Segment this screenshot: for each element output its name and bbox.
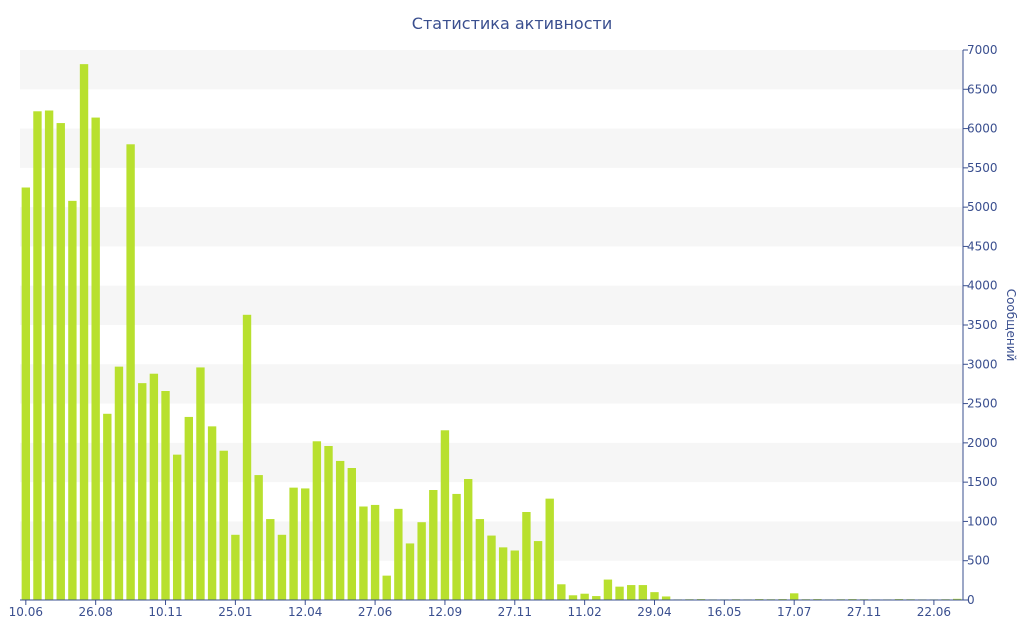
- bar: [615, 586, 624, 600]
- bar: [627, 585, 636, 600]
- y-tick-label: 0: [967, 593, 975, 607]
- y-tick-label: 500: [967, 554, 990, 568]
- bar: [324, 446, 333, 600]
- bar: [394, 508, 403, 600]
- bar: [161, 391, 170, 600]
- bar: [231, 534, 240, 600]
- x-tick-label: 25.01: [218, 605, 252, 619]
- x-tick-label: 11.02: [567, 605, 601, 619]
- y-tick-label: 5500: [967, 161, 998, 175]
- bar: [382, 575, 391, 600]
- bar: [533, 541, 543, 600]
- x-axis: 10.06 26.08 10.11 25.01 12.04 27.06 12.09 27.11…: [9, 599, 963, 619]
- bar: [522, 512, 531, 600]
- bar: [56, 123, 65, 600]
- x-tick-label: 10.11: [148, 605, 182, 619]
- bar: [103, 413, 112, 600]
- bar: [242, 314, 252, 600]
- x-tick-label: 10.06: [9, 605, 43, 619]
- chart-title: Статистика активности: [411, 14, 613, 33]
- bar: [33, 111, 42, 600]
- y-axis: 0 500 1000 1500 2000 2500 3000 3500 4000 4500 5000…: [962, 43, 998, 607]
- y-tick-label: 5000: [967, 200, 998, 214]
- bar: [254, 475, 263, 600]
- bar: [266, 519, 275, 600]
- y-tick-label: 1500: [967, 475, 998, 489]
- x-tick-label: 29.04: [637, 605, 671, 619]
- bar: [429, 490, 438, 600]
- bar: [440, 430, 450, 600]
- bar: [219, 450, 228, 600]
- y-tick-label: 1000: [967, 514, 998, 528]
- bar: [452, 493, 461, 600]
- bar: [580, 593, 589, 600]
- bar: [510, 550, 519, 600]
- bar: [464, 479, 473, 600]
- grid-band: [20, 207, 963, 247]
- x-tick-label: 26.08: [78, 605, 112, 619]
- y-axis-title: Сообщений: [1004, 289, 1018, 362]
- bar: [312, 441, 322, 600]
- bar: [196, 367, 205, 600]
- bar: [149, 373, 159, 600]
- y-tick-label: 7000: [967, 43, 998, 57]
- bar: [301, 488, 310, 600]
- x-tick-label: 27.11: [498, 605, 532, 619]
- y-tick-label: 4000: [967, 279, 998, 293]
- bar: [138, 383, 147, 600]
- grid-band: [20, 128, 963, 168]
- bar: [498, 547, 508, 600]
- y-tick-label: 3500: [967, 318, 998, 332]
- bar: [603, 579, 613, 600]
- y-tick-label: 6500: [967, 82, 998, 96]
- bar: [79, 64, 89, 600]
- x-tick-label: 16.05: [707, 605, 741, 619]
- bars-group: [21, 64, 962, 601]
- bar: [184, 416, 193, 600]
- y-tick-label: 3000: [967, 357, 998, 371]
- bar: [347, 468, 356, 600]
- bar: [335, 460, 345, 600]
- bar: [405, 543, 415, 600]
- bar: [359, 506, 368, 600]
- y-tick-label: 6000: [967, 122, 998, 136]
- bar: [661, 596, 671, 600]
- bar: [114, 366, 124, 600]
- bar: [650, 592, 659, 600]
- grid-band: [20, 50, 963, 90]
- bar: [21, 187, 31, 600]
- x-tick-label: 17.07: [777, 605, 811, 619]
- bar: [568, 595, 578, 600]
- bar: [277, 534, 287, 600]
- bar: [172, 454, 182, 600]
- bar: [952, 598, 962, 600]
- x-tick-label: 27.11: [847, 605, 881, 619]
- bar: [289, 487, 298, 600]
- bar: [417, 522, 426, 600]
- bar: [91, 117, 100, 600]
- bar: [545, 498, 554, 600]
- x-tick-label: 12.09: [428, 605, 462, 619]
- grid-band: [20, 364, 963, 404]
- x-tick-label: 12.04: [288, 605, 322, 619]
- bar: [68, 200, 77, 601]
- bar: [790, 593, 799, 600]
- grid-band: [20, 285, 963, 325]
- bar: [487, 535, 496, 600]
- y-tick-label: 2000: [967, 436, 998, 450]
- x-tick-label: 27.06: [358, 605, 392, 619]
- y-tick-label: 4500: [967, 239, 998, 253]
- y-tick-label: 2500: [967, 397, 998, 411]
- bar: [207, 426, 217, 600]
- bar: [126, 144, 135, 601]
- bar: [592, 596, 601, 600]
- x-tick-label: 22.06: [917, 605, 951, 619]
- bar: [370, 504, 380, 600]
- bar: [44, 110, 54, 600]
- bar: [638, 585, 648, 600]
- bar: [475, 519, 485, 600]
- bar: [557, 584, 566, 600]
